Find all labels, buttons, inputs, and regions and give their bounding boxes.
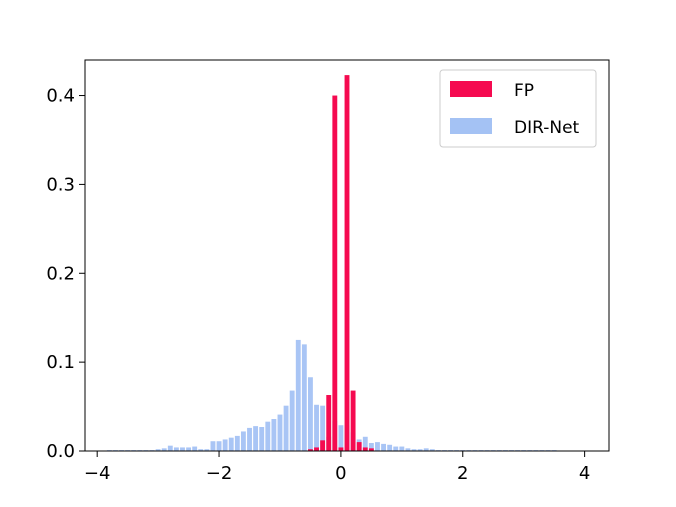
fp-bar (350, 390, 356, 451)
dir-net-bar (399, 446, 405, 451)
fp-bar (338, 447, 344, 451)
y-tick-label: 0.3 (46, 174, 75, 195)
dir-net-bar (247, 427, 252, 451)
dir-net-bar (210, 441, 216, 451)
dir-net-bar (301, 344, 307, 451)
y-tick-label: 0.2 (46, 263, 75, 284)
legend-swatch-dir-net (450, 118, 492, 134)
legend: FP DIR-Net (439, 69, 597, 148)
dir-net-bar (338, 425, 344, 451)
dir-net-bar (155, 449, 161, 451)
dir-net-bar (259, 427, 265, 451)
dir-net-bar (192, 446, 198, 451)
fp-bar (362, 447, 368, 451)
dir-net-bar (308, 377, 313, 451)
dir-net-bar (417, 449, 423, 451)
fp-bar (356, 442, 362, 451)
dir-net-bar (186, 447, 192, 451)
y-tick-label: 0.0 (46, 441, 75, 462)
fp-bar (344, 75, 350, 452)
legend-label-dir-net: DIR-Net (514, 118, 580, 138)
legend-swatch-fp (450, 81, 492, 97)
fp-bars (308, 75, 374, 452)
dir-net-bar (234, 435, 240, 451)
x-tick-label: −2 (206, 463, 233, 484)
fp-bar (326, 395, 332, 451)
dir-net-bar (405, 448, 411, 451)
dir-net-bar (387, 444, 393, 451)
dir-net-bar (253, 426, 259, 451)
y-axis: 0.0 0.1 0.2 0.3 0.4 (46, 86, 85, 462)
dir-net-bar (429, 449, 435, 451)
dir-net-bar (368, 443, 374, 451)
x-tick-label: 4 (579, 463, 590, 484)
dir-net-bar (173, 447, 179, 451)
fp-bar (368, 448, 374, 451)
dir-net-bar (283, 405, 289, 451)
dir-net-bar (295, 339, 301, 451)
x-tick-label: 0 (335, 463, 346, 484)
dir-net-bar (381, 443, 386, 451)
dir-net-bar (222, 439, 228, 451)
dir-net-bar (265, 421, 271, 451)
fp-bar (332, 95, 338, 451)
x-tick-label: −4 (84, 463, 111, 484)
dir-net-bar (198, 449, 204, 451)
dir-net-bar (314, 404, 319, 451)
x-axis: −4 −2 0 2 4 (84, 451, 590, 484)
dir-net-bar (204, 449, 210, 451)
dir-net-bar (375, 442, 380, 451)
dir-net-bar (423, 448, 429, 451)
dir-net-bar (393, 446, 399, 451)
dir-net-bar (277, 414, 283, 451)
plot-frame (84, 59, 610, 452)
x-tick-label: 2 (457, 463, 468, 484)
dir-net-bar (180, 447, 185, 451)
dir-net-bars (106, 339, 557, 451)
fp-bar (314, 447, 319, 451)
fp-bar (320, 440, 326, 451)
dir-net-bar (411, 449, 417, 451)
y-tick-label: 0.1 (46, 352, 75, 373)
fp-bar (308, 449, 313, 451)
dir-net-bar (362, 436, 368, 451)
dir-net-bar (167, 445, 173, 451)
dir-net-bar (228, 437, 234, 451)
dir-net-bar (161, 448, 167, 451)
dir-net-bar (240, 431, 246, 451)
dir-net-bar (289, 390, 295, 451)
dir-net-bar (216, 441, 222, 451)
legend-label-fp: FP (514, 81, 534, 101)
y-tick-label: 0.4 (46, 86, 75, 107)
dir-net-bar (271, 419, 277, 451)
dir-net-bar (320, 405, 326, 451)
